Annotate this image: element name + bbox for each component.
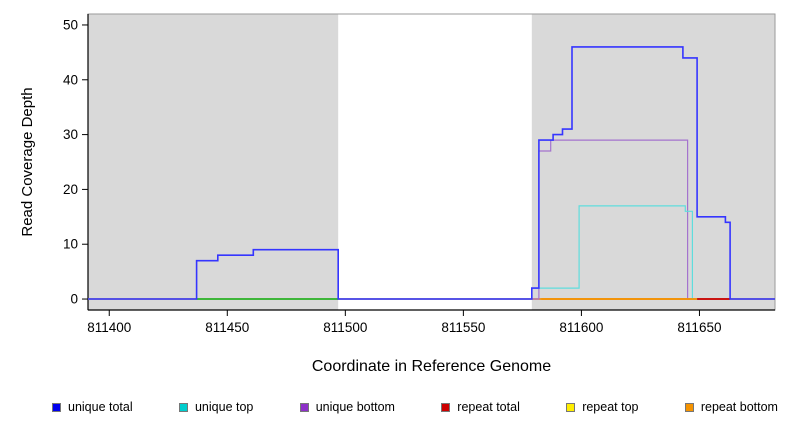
legend-item-unique-top: unique top	[178, 400, 254, 414]
x-tick-label: 811550	[441, 320, 485, 335]
shaded-region	[531, 14, 775, 310]
legend: unique total unique top unique bottom repea…	[0, 400, 792, 414]
y-tick-label: 0	[70, 292, 78, 307]
legend-swatch-unique-top	[178, 402, 188, 412]
legend-item-unique-bottom: unique bottom	[299, 400, 395, 414]
legend-item-unique-total: unique total	[52, 400, 133, 414]
legend-label: repeat total	[457, 400, 520, 414]
y-tick-label: 30	[63, 127, 78, 142]
shaded-region	[88, 14, 339, 310]
x-tick-label: 811500	[323, 320, 367, 335]
legend-item-repeat-bottom: repeat bottom	[684, 400, 778, 414]
legend-label: unique top	[194, 400, 254, 414]
x-tick-label: 811650	[677, 320, 721, 335]
legend-swatch-unique-bottom	[299, 402, 309, 412]
y-axis-label: Read Coverage Depth	[19, 87, 36, 237]
x-tick-label: 811400	[87, 320, 131, 335]
legend-label: repeat bottom	[700, 400, 778, 414]
legend-label: repeat top	[582, 400, 639, 414]
y-tick-label: 40	[63, 72, 78, 87]
legend-swatch-repeat-bottom	[684, 402, 694, 412]
legend-item-repeat-top: repeat top	[566, 400, 638, 414]
x-axis-label: Coordinate in Reference Genome	[311, 358, 552, 375]
x-tick-label: 811450	[205, 320, 249, 335]
legend-swatch-repeat-total	[441, 402, 451, 412]
y-tick-label: 50	[63, 17, 78, 32]
x-tick-label: 811600	[559, 320, 603, 335]
legend-swatch-repeat-top	[566, 402, 576, 412]
y-tick-label: 20	[63, 182, 78, 197]
legend-item-repeat-total: repeat total	[441, 400, 520, 414]
legend-label: unique bottom	[315, 400, 395, 414]
legend-swatch-unique-total	[52, 402, 61, 412]
legend-label: unique total	[68, 400, 133, 414]
series-unique-total	[88, 46, 775, 300]
y-tick-label: 10	[63, 237, 78, 252]
